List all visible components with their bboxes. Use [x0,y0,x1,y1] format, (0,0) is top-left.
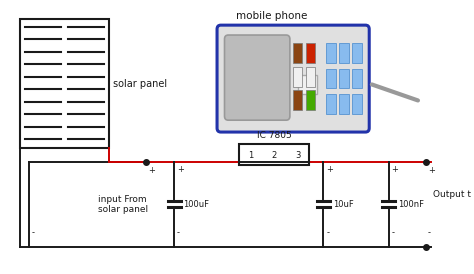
Text: 3: 3 [295,151,301,160]
Bar [353,69,362,89]
Bar [292,90,302,110]
Text: solar panel: solar panel [113,79,167,89]
Text: 10uF: 10uF [333,200,354,209]
Text: +: + [148,166,155,175]
Text: mobile phone: mobile phone [236,11,307,21]
Bar [339,43,349,63]
Text: -: - [177,228,180,237]
Text: 100nF: 100nF [398,200,424,209]
Bar [306,43,315,63]
FancyBboxPatch shape [217,25,369,132]
Text: input From
solar panel: input From solar panel [98,195,148,214]
Bar [326,95,336,114]
Text: 100uF: 100uF [183,200,210,209]
Text: +: + [392,165,399,174]
Text: -: - [326,228,329,237]
Text: +: + [428,166,435,175]
Text: -: - [392,228,395,237]
FancyBboxPatch shape [225,35,290,120]
Bar [306,90,315,110]
Bar [239,144,310,165]
Bar [292,67,302,87]
Text: -: - [31,228,34,237]
Text: -: - [428,228,431,237]
Text: +: + [326,165,333,174]
Bar [298,75,317,95]
Text: 1: 1 [248,151,254,160]
Bar [306,67,315,87]
Bar [339,69,349,89]
Bar [353,43,362,63]
Bar [292,43,302,63]
Text: +: + [177,165,184,174]
Text: IC 7805: IC 7805 [257,131,292,140]
Bar [20,19,109,148]
Bar [326,43,336,63]
Text: Output t: Output t [433,190,471,199]
Bar [353,95,362,114]
Text: 2: 2 [272,151,277,160]
Bar [326,69,336,89]
Bar [339,95,349,114]
